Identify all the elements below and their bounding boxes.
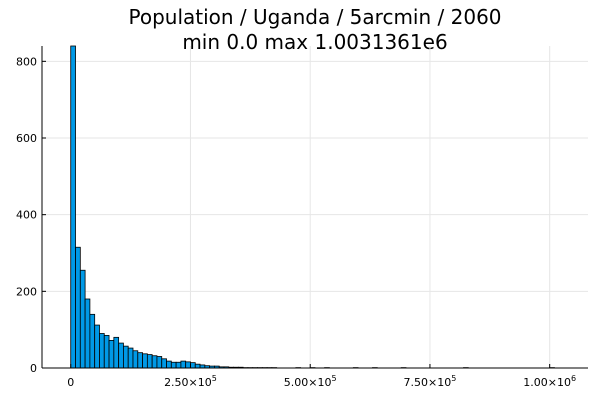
histogram-bar <box>118 342 124 369</box>
chart-title: Population / Uganda / 5arcmin / 2060 <box>128 5 501 29</box>
histogram-bar <box>75 246 81 369</box>
y-tick-label: 800 <box>16 55 37 68</box>
histogram-bar <box>123 345 129 369</box>
histogram-bar <box>166 360 172 369</box>
histogram-bar <box>142 353 148 369</box>
histogram-bar <box>194 363 201 369</box>
histogram-bar <box>137 352 143 369</box>
histogram-bar <box>108 339 115 369</box>
histogram-bar <box>84 298 91 369</box>
axes-layer <box>41 46 588 369</box>
histogram-bar <box>103 335 110 369</box>
bars-layer <box>70 45 555 369</box>
histogram-bar <box>70 45 76 369</box>
histogram-bar <box>185 361 191 369</box>
histogram-bar <box>99 333 105 369</box>
histogram-bar <box>132 350 139 369</box>
x-tick-label: 2.50×105 <box>164 374 217 389</box>
histogram-bar <box>89 313 96 369</box>
histogram-bar <box>170 361 177 369</box>
y-tick-label: 400 <box>16 209 37 222</box>
histogram-bar <box>161 358 167 369</box>
y-tick-label: 600 <box>16 132 37 145</box>
x-tick-label: 0 <box>67 376 74 389</box>
y-tick-label: 200 <box>16 285 37 298</box>
histogram-bar <box>175 361 182 369</box>
histogram-bar <box>79 269 86 369</box>
histogram-bar <box>156 356 163 369</box>
histogram-bar <box>113 336 120 369</box>
histogram-bar <box>127 347 134 369</box>
x-tick-label: 7.50×105 <box>404 374 457 389</box>
histogram-bar <box>180 360 187 369</box>
histogram-bar <box>190 362 196 369</box>
x-tick-label: 1.00×106 <box>523 374 576 389</box>
ticks-layer: 0 200 400 600 800 0 2.50×105 5.00×105 7.50×105 1.… <box>16 55 576 389</box>
y-tick-label: 0 <box>30 362 37 375</box>
histogram-bar <box>146 354 153 369</box>
histogram-bar <box>151 355 158 369</box>
x-tick-label: 5.00×105 <box>284 374 337 389</box>
grid-layer <box>42 46 588 369</box>
histogram-bar <box>94 324 100 369</box>
chart-subtitle: min 0.0 max 1.0031361e6 <box>182 30 447 54</box>
